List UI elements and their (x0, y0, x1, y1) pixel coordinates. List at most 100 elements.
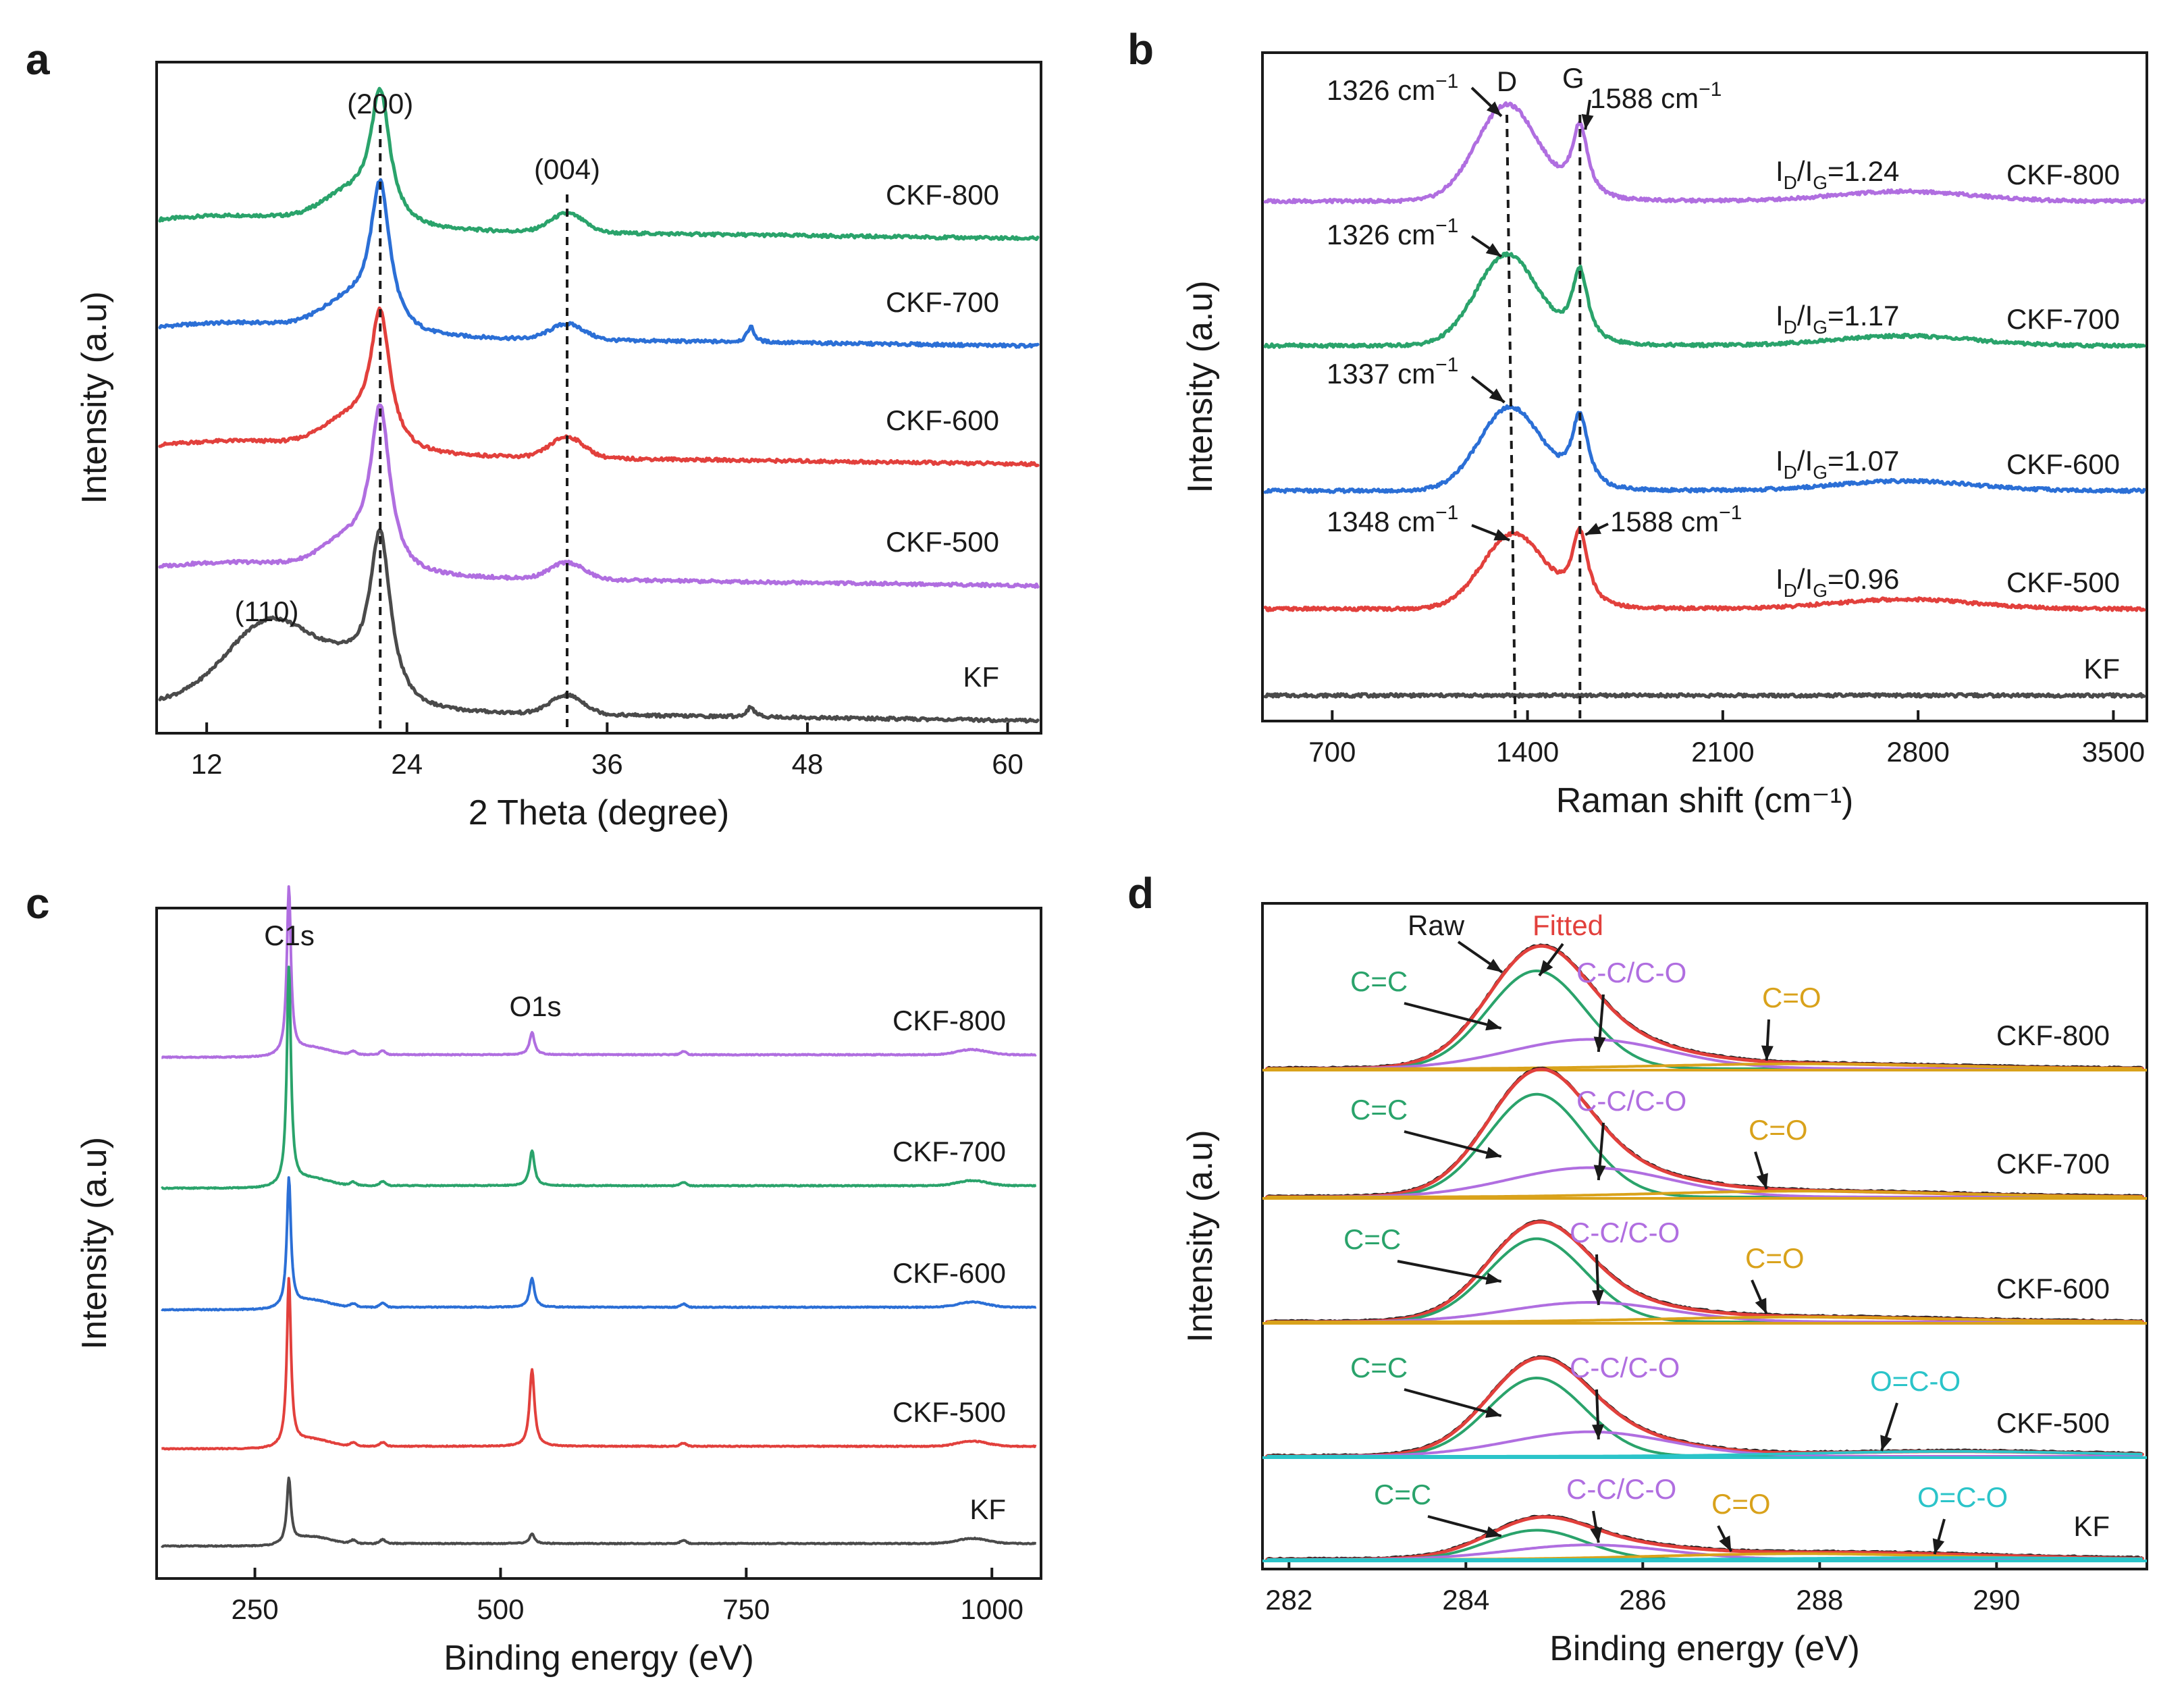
raman-series-label-CKF-700: CKF-700 (2006, 303, 2120, 335)
raman-trace-CKF-600 (1263, 404, 2146, 494)
panel-b-xtick-label: 2100 (1691, 736, 1754, 768)
c1s-annotation-cco-800: C-C/C-O (1576, 957, 1686, 988)
xps-survey-series-label-CKF-700: CKF-700 (893, 1136, 1006, 1167)
panel-b-xtick-label: 2800 (1886, 736, 1949, 768)
c1s-arrow-cc-800 (1404, 1002, 1502, 1030)
c1s-arrow-co-kf-head (1719, 1535, 1732, 1551)
panel-b-xtick-label: 700 (1308, 736, 1356, 768)
c1s-arrow-cco-800-head (1593, 1036, 1606, 1052)
panel-a-xrd: 12 24 36 48 60 2 Theta (degree) Intensity (a.u… (75, 61, 1042, 832)
c1s-arrow-cc-700 (1404, 1130, 1502, 1158)
panel-b-xtick-label: 3500 (2082, 736, 2145, 768)
c1s-series-label-KF: KF (2073, 1510, 2110, 1542)
c1s-annotation-oco-500: O=C-O (1870, 1365, 1961, 1397)
panel-d-frame (1261, 902, 2148, 1570)
raman-trace-CKF-700 (1263, 251, 2146, 349)
xrd-series-label-CKF-600: CKF-600 (886, 404, 999, 436)
raman-arrow-1348-500-head (1493, 529, 1510, 541)
raman-callout-1588-800: 1588 cm−1 (1590, 78, 1722, 114)
c1s-annotation-fitted: Fitted (1533, 909, 1603, 941)
xrd-series-label-CKF-700: CKF-700 (886, 286, 999, 318)
raman-trace-CKF-800 (1263, 101, 2146, 205)
panel-d-xtick-label: 284 (1442, 1584, 1489, 1616)
raman-callout-1326-700: 1326 cm−1 (1327, 215, 1458, 250)
c1s-arrow-cco-500-head (1591, 1424, 1604, 1439)
xrd-series-label-KF: KF (963, 661, 999, 693)
panel-a-xtick-label: 36 (591, 748, 623, 780)
c1s-annotation-cc-kf: C=C (1374, 1479, 1431, 1510)
panel-a-xtick-label: 24 (391, 748, 423, 780)
c1s-arrow-oco-kf-head (1932, 1538, 1945, 1554)
c1s-arrow-co-800-head (1761, 1045, 1774, 1061)
panel-d-xtick-label: 282 (1265, 1584, 1312, 1616)
c1s-series-label-CKF-500: CKF-500 (1996, 1407, 2110, 1439)
xps-survey-annotation-C1s: C1s (264, 920, 315, 951)
c1s-raw-KF (1267, 1514, 2143, 1561)
panel-a-xlabel: 2 Theta (degree) (469, 793, 729, 832)
raman-arrow-1588-500-head (1585, 523, 1602, 535)
raman-dash-D (1506, 114, 1517, 722)
panel-c-xtick-label: 250 (232, 1593, 279, 1625)
xps-survey-trace-CKF-700 (161, 965, 1037, 1190)
xps-survey-series-label-CKF-500: CKF-500 (893, 1396, 1006, 1428)
raman-trace-KF (1263, 692, 2146, 699)
xps-survey-series-label-KF: KF (969, 1493, 1006, 1525)
c1s-annotation-cco-700: C-C/C-O (1576, 1085, 1686, 1117)
panel-b-xtick-label: 1400 (1496, 736, 1559, 768)
c1s-component-co-CKF-700 (1267, 1190, 2143, 1198)
c1s-arrow-cc-kf-head (1485, 1526, 1501, 1539)
xrd-annotation-200: (200) (347, 88, 413, 120)
c1s-arrow-co-700-head (1756, 1173, 1768, 1189)
c1s-annotation-co-800: C=O (1762, 982, 1821, 1013)
c1s-series-label-CKF-600: CKF-600 (1996, 1273, 2110, 1304)
panel-a-xtick-label: 60 (992, 748, 1023, 780)
raman-arrow-1326-700-head (1485, 243, 1502, 257)
c1s-annotation-cc-800: C=C (1350, 965, 1408, 997)
c1s-arrow-oco-500-head (1880, 1435, 1892, 1451)
raman-annotation-D: D (1497, 65, 1517, 97)
xrd-trace-CKF-800 (158, 86, 1040, 242)
panel-d-xtick-label: 288 (1796, 1584, 1843, 1616)
c1s-component-co-CKF-800 (1267, 1062, 2143, 1070)
panel-b-xlabel: Raman shift (cm⁻¹) (1556, 781, 1854, 820)
panel-b-raman: 700 1400 2100 2800 3500 Raman shift (cm⁻¹) Int… (1181, 51, 2148, 820)
raman-ratio-CKF-800: ID/IG=1.24 (1776, 155, 1899, 193)
xps-survey-trace-KF (160, 1477, 1037, 1548)
raman-ratio-CKF-600: ID/IG=1.07 (1776, 445, 1899, 483)
raman-callout-1348-500: 1348 cm−1 (1327, 502, 1458, 537)
raman-trace-CKF-500 (1263, 526, 2146, 612)
panel-d-c1s-fitting: 282 284 286 288 290 Binding energy (eV) Intens… (1181, 902, 2148, 1668)
panel-c-xtick-label: 750 (722, 1593, 770, 1625)
raman-arrow-1588-800-head (1581, 113, 1594, 130)
xps-survey-annotation-O1s: O1s (510, 990, 562, 1022)
raman-series-label-CKF-800: CKF-800 (2006, 159, 2120, 190)
xrd-annotation-110: (110) (235, 595, 299, 627)
raman-callout-1337-600: 1337 cm−1 (1327, 354, 1458, 390)
panel-d-ylabel: Intensity (a.u) (1181, 1130, 1220, 1342)
xps-survey-trace-CKF-800 (161, 885, 1037, 1059)
c1s-annotation-cco-kf: C-C/C-O (1566, 1473, 1676, 1505)
panel-label-b: b (1127, 25, 1154, 74)
c1s-arrow-cco-600-head (1591, 1290, 1604, 1305)
panel-label-c: c (26, 879, 50, 928)
c1s-arrow-cco-kf-head (1590, 1527, 1603, 1543)
raman-callout-1326-800: 1326 cm−1 (1327, 70, 1458, 106)
panel-d-xtick-label: 286 (1619, 1584, 1666, 1616)
c1s-arrow-cc-800-head (1485, 1018, 1501, 1031)
panel-label-d: d (1127, 869, 1154, 918)
panel-a-xtick-label: 12 (191, 748, 223, 780)
panel-b-frame (1261, 51, 2148, 722)
c1s-component-co-CKF-600 (1267, 1315, 2143, 1323)
xrd-trace-CKF-600 (158, 306, 1040, 468)
c1s-annotation-co-kf: C=O (1711, 1488, 1771, 1520)
xps-survey-trace-CKF-600 (161, 1176, 1037, 1312)
panel-c-xtick-label: 500 (477, 1593, 524, 1625)
xrd-series-label-CKF-500: CKF-500 (886, 526, 999, 558)
panel-c-xps-survey: 250 500 750 1000 Binding energy (eV) Intensit… (75, 885, 1042, 1678)
raman-ratio-CKF-700: ID/IG=1.17 (1776, 300, 1899, 338)
panel-label-a: a (26, 35, 50, 84)
xps-survey-series-label-CKF-800: CKF-800 (893, 1005, 1006, 1036)
c1s-arrow-fitted-head (1539, 959, 1553, 976)
panel-a-ylabel: Intensity (a.u) (75, 291, 114, 504)
